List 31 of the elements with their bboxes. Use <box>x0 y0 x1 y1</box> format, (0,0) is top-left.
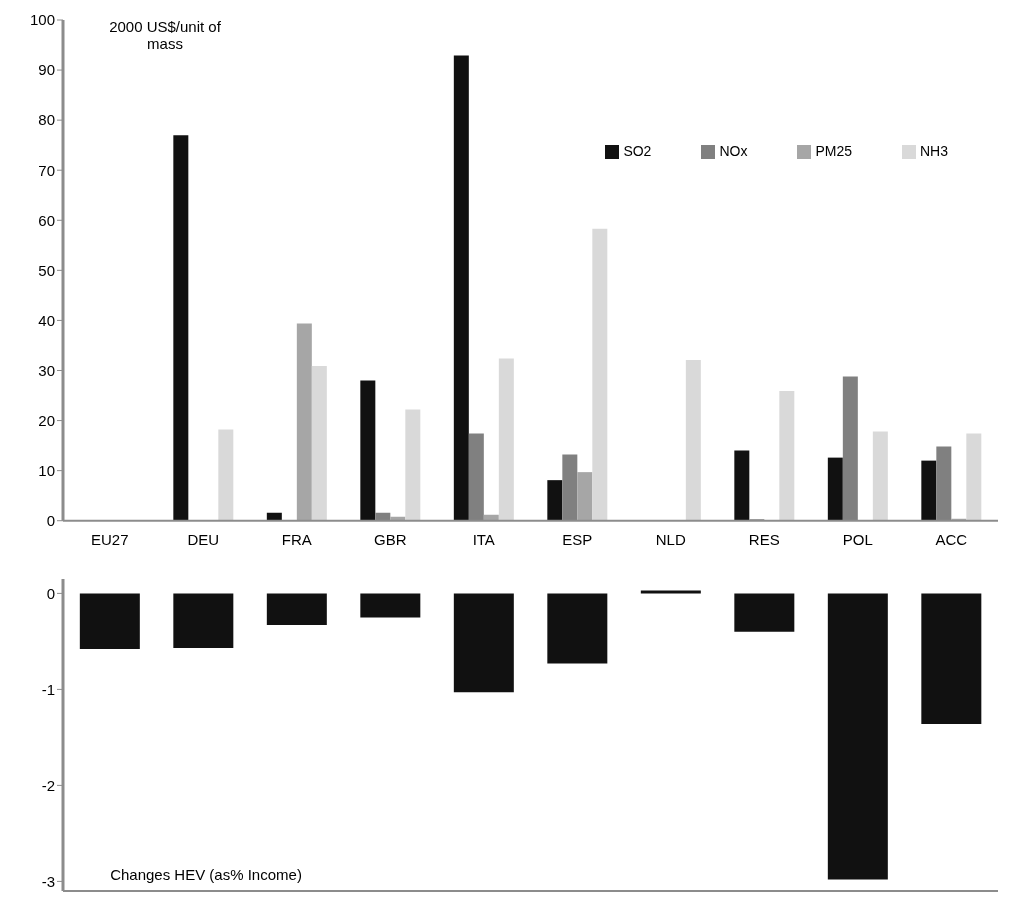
x-tick-label: NLD <box>655 531 686 549</box>
legend-label: NOx <box>719 143 748 159</box>
x-tick-label: ESP <box>562 531 593 549</box>
x-tick-label: ACC <box>935 531 968 549</box>
y-tick-label: -3 <box>41 872 55 890</box>
y-axis-title: 2000 US$/unit of mass <box>108 18 222 52</box>
y-tick-label: 30 <box>38 361 55 379</box>
y-tick-label: 20 <box>38 411 55 429</box>
y-axis-title: Changes HEV (as% Income) <box>109 866 303 883</box>
x-tick-label: FRA <box>281 531 312 549</box>
y-tick-label: 100 <box>29 11 55 29</box>
x-tick-label: EU27 <box>90 531 129 549</box>
y-tick-label: 70 <box>38 161 55 179</box>
y-tick-label: 0 <box>46 584 55 602</box>
y-tick-label: 10 <box>38 461 55 479</box>
x-tick-label: RES <box>748 531 780 549</box>
legend-label: NH3 <box>919 143 948 159</box>
x-tick-label: ITA <box>472 531 495 549</box>
y-tick-label: 0 <box>46 512 55 530</box>
y-tick-label: 50 <box>38 261 55 279</box>
legend-label: PM25 <box>815 143 852 159</box>
y-tick-label: 40 <box>38 311 55 329</box>
x-tick-label: POL <box>842 531 873 549</box>
y-tick-label: 80 <box>38 111 55 129</box>
legend-label: SO2 <box>623 143 652 159</box>
x-tick-label: DEU <box>187 531 220 549</box>
y-tick-label: -2 <box>41 776 55 794</box>
y-tick-label: -1 <box>41 680 55 698</box>
y-tick-label: 60 <box>38 211 55 229</box>
x-tick-label: GBR <box>373 531 407 549</box>
y-tick-label: 90 <box>38 61 55 79</box>
